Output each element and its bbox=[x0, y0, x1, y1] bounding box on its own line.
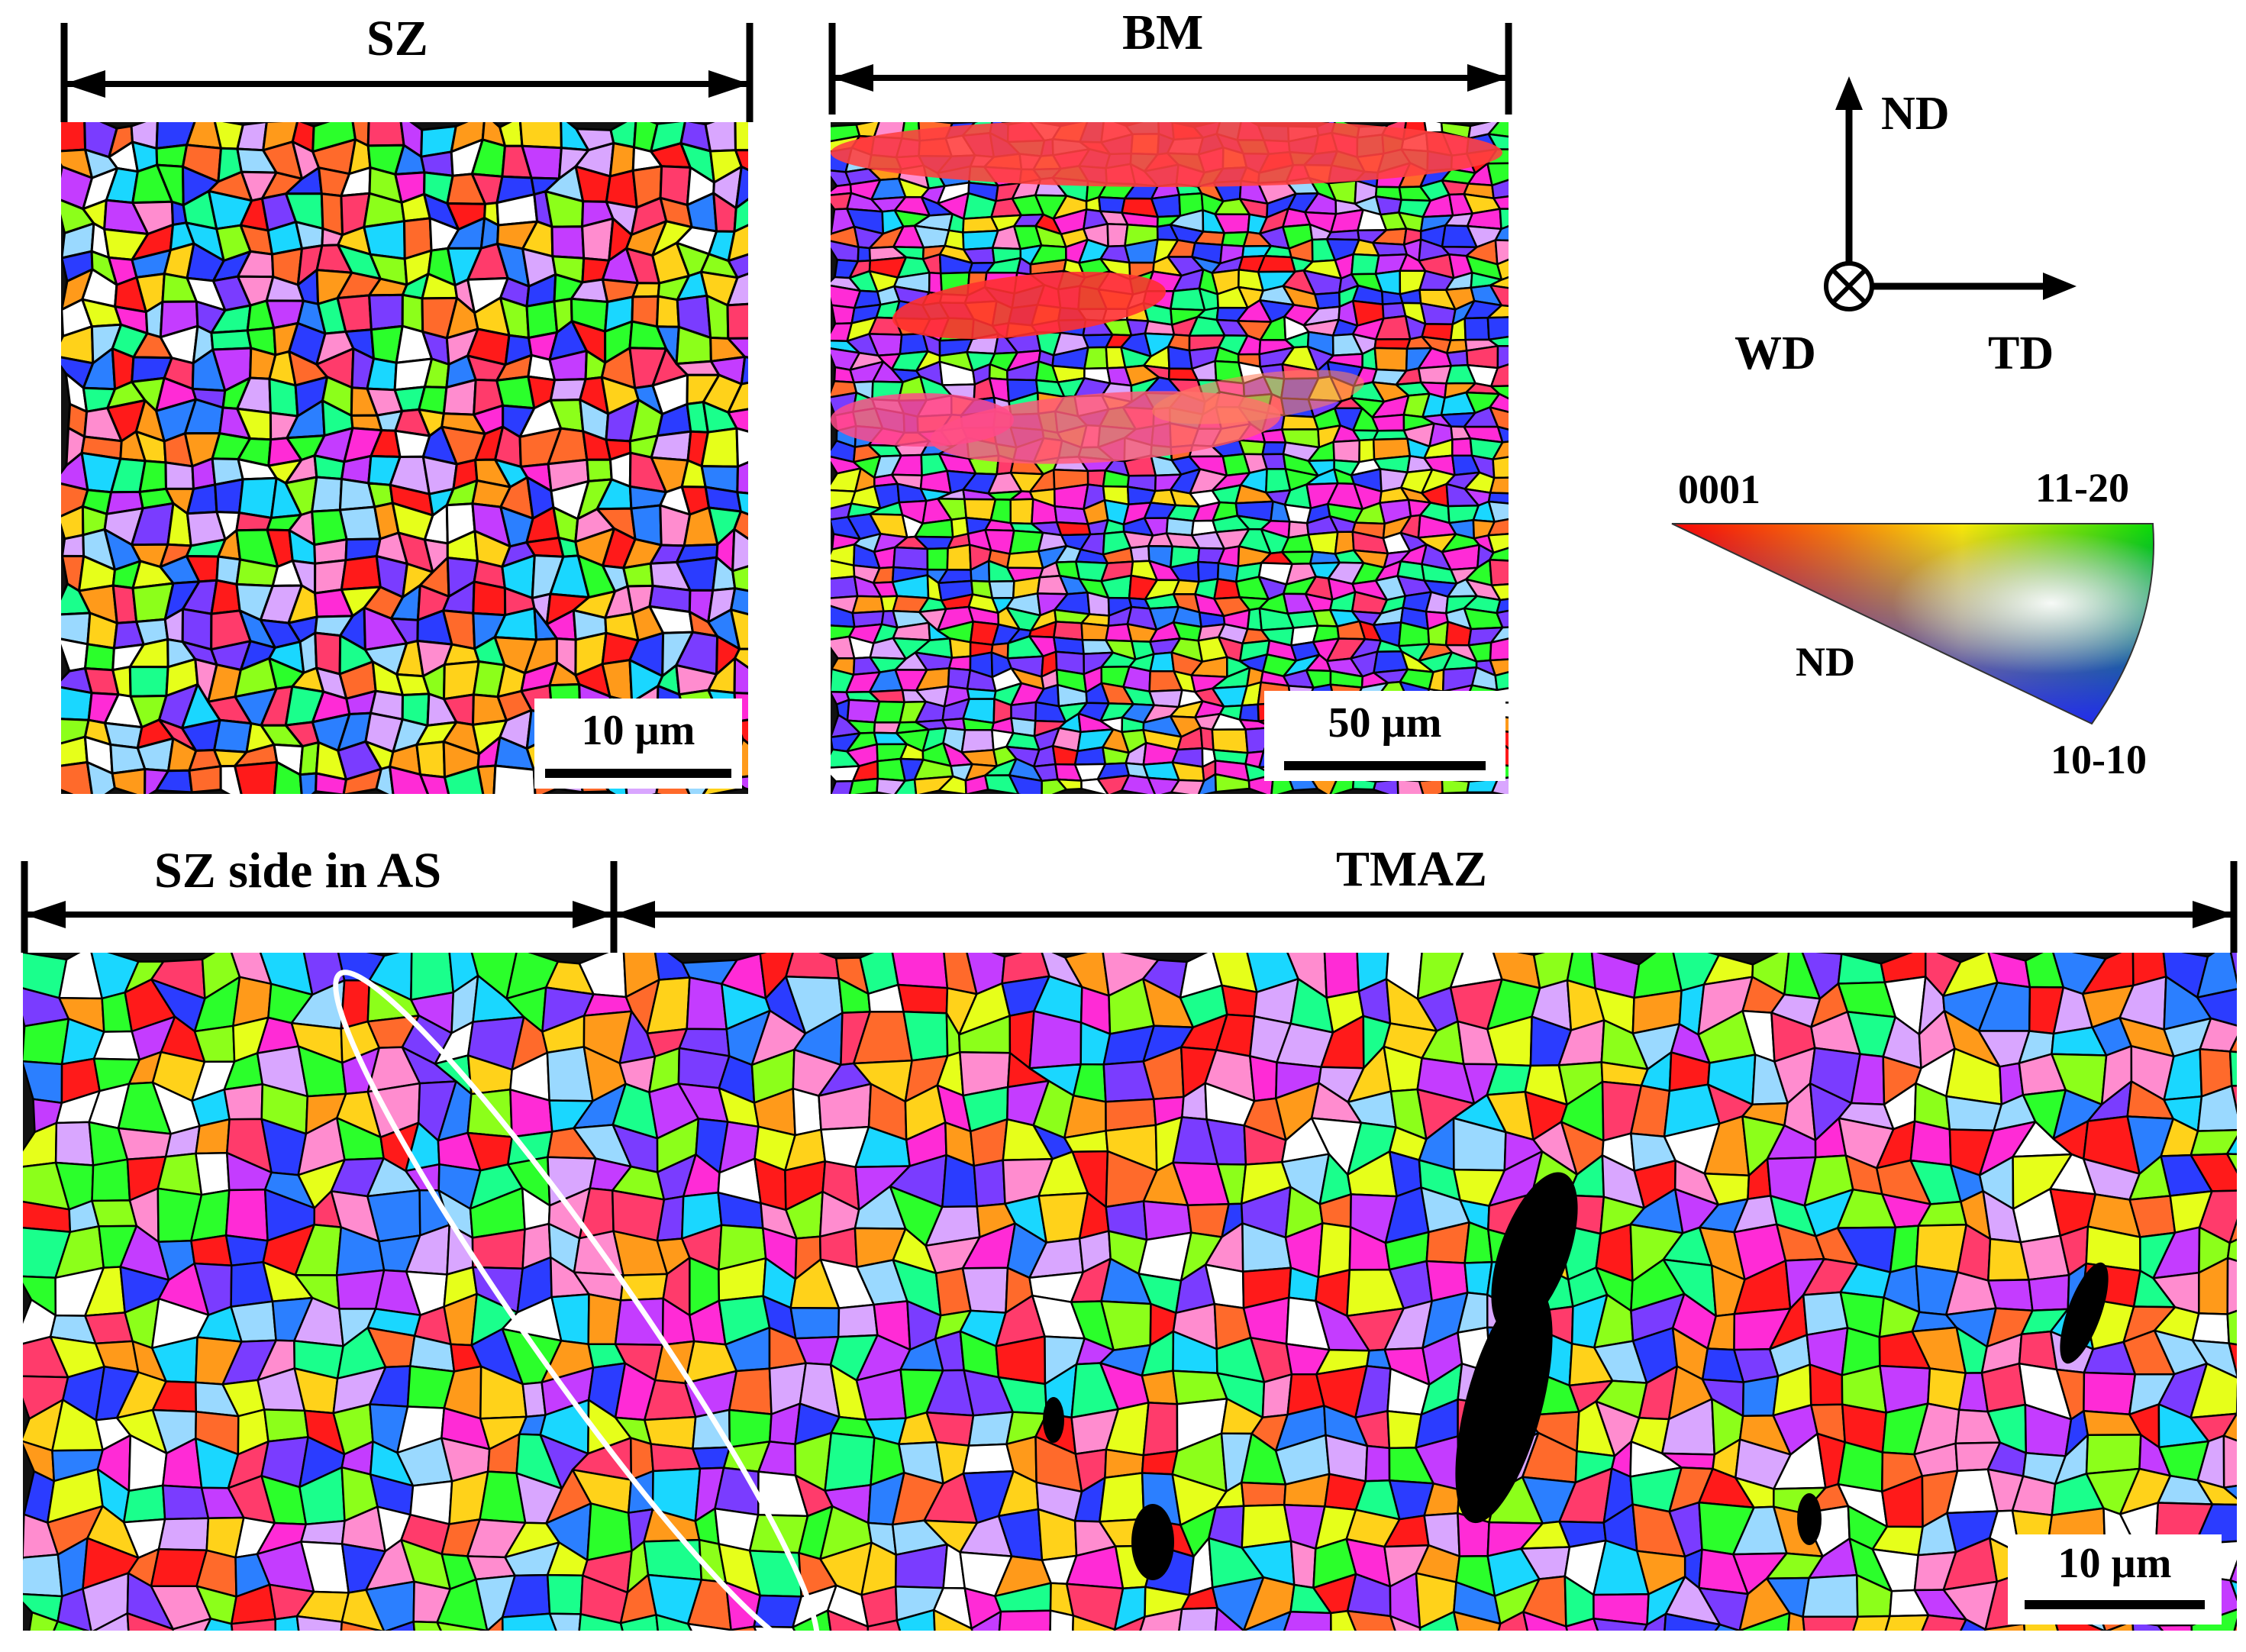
td-axis-label: TD bbox=[1988, 327, 2054, 379]
sz-dimension-line bbox=[60, 23, 754, 122]
ipf-corner-0001: 0001 bbox=[1678, 466, 1760, 512]
coordinate-axes bbox=[1824, 76, 2077, 311]
ipf-direction-label: ND bbox=[1796, 639, 1855, 685]
sz-label: SZ bbox=[366, 11, 428, 66]
bm-scale-bar-line bbox=[1284, 761, 1486, 770]
bm-dimension-line bbox=[828, 23, 1512, 115]
ipf-corner-11-20: 11-20 bbox=[2035, 465, 2130, 511]
sz-side-label: SZ side in AS bbox=[154, 843, 442, 899]
highlight-ellipse bbox=[333, 970, 820, 1631]
ipf-color-key-triangle bbox=[1671, 523, 2154, 725]
sz-ebsd-map bbox=[61, 122, 748, 794]
wd-axis-label: WD bbox=[1735, 327, 1816, 379]
bottom-dimension-lines bbox=[21, 861, 2238, 953]
bottom-scale-bar-text: 10 µm bbox=[2057, 1540, 2172, 1587]
bottom-scale-bar: 10 µm bbox=[2008, 1534, 2222, 1625]
bm-ebsd-map bbox=[831, 122, 1509, 794]
sz-scale-bar-line bbox=[545, 769, 731, 778]
sz-scale-bar-text: 10 µm bbox=[581, 707, 695, 754]
bm-scale-bar-text: 50 µm bbox=[1328, 699, 1442, 747]
bm-scale-bar: 50 µm bbox=[1264, 691, 1505, 781]
sz-scale-bar: 10 µm bbox=[534, 699, 742, 789]
bm-label: BM bbox=[1122, 5, 1204, 60]
nd-axis-label: ND bbox=[1881, 88, 1950, 140]
bottom-ebsd-map bbox=[23, 953, 2237, 1631]
ipf-corner-10-10: 10-10 bbox=[2051, 737, 2147, 782]
tmaz-label: TMAZ bbox=[1336, 841, 1487, 897]
bottom-scale-bar-line bbox=[2025, 1600, 2205, 1609]
